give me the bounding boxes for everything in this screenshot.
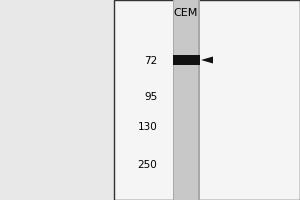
Polygon shape xyxy=(201,57,213,64)
Bar xyxy=(198,0,200,200)
Bar xyxy=(114,0,300,200)
Text: 72: 72 xyxy=(144,56,158,66)
Text: 95: 95 xyxy=(144,92,158,102)
Text: 250: 250 xyxy=(138,160,158,170)
Text: 130: 130 xyxy=(138,122,158,132)
Bar xyxy=(172,0,200,200)
Bar xyxy=(172,55,200,64)
Text: CEM: CEM xyxy=(174,8,198,18)
Bar xyxy=(172,0,174,200)
